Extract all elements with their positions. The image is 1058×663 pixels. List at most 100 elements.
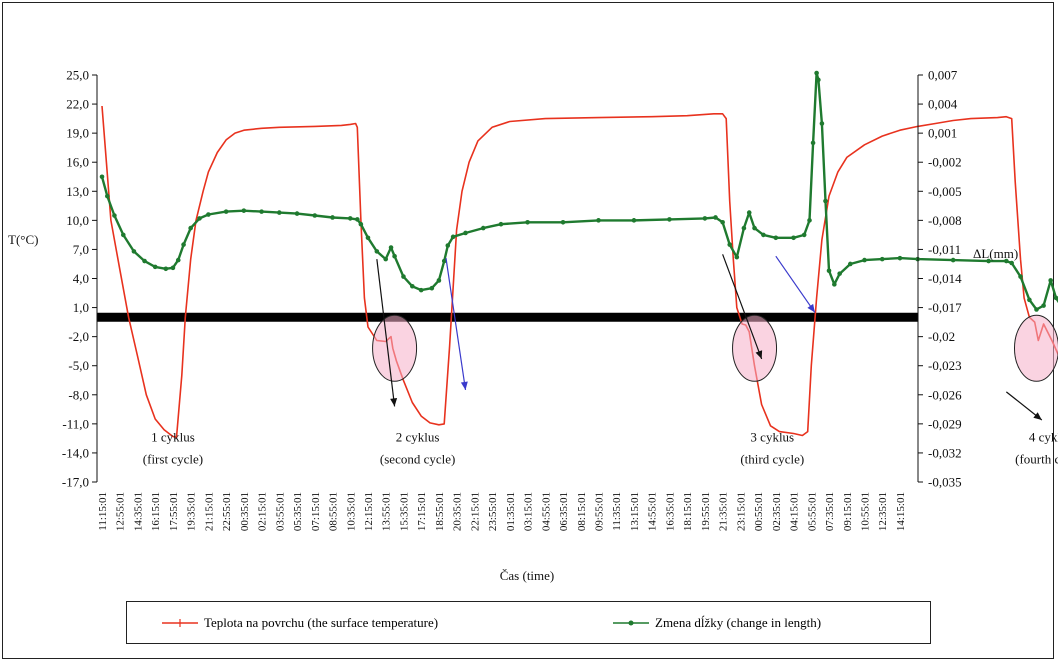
- series-point-length: [819, 121, 825, 126]
- y-right-tick-label: -0,014: [928, 271, 962, 286]
- y-left-tick-label: 22,0: [66, 97, 89, 112]
- series-point-length: [761, 232, 766, 238]
- y-right-tick-label: 0,007: [928, 68, 958, 83]
- cycle-sublabel: (third cycle): [740, 451, 804, 466]
- series-point-length: [847, 261, 853, 267]
- series-point-length: [206, 212, 211, 217]
- y-left-tick-label: 25,0: [66, 68, 89, 83]
- series-point-length: [197, 216, 202, 221]
- cycle-sublabel: (first cycle): [143, 451, 203, 466]
- legend-label-temperature: Teplota na povrchu (the surface temperat…: [204, 615, 439, 630]
- y-right-tick-label: -0,011: [928, 242, 961, 257]
- y-left-tick-label: 19,0: [66, 126, 89, 141]
- x-tick-label: 23:55:01: [487, 492, 499, 531]
- x-tick-label: 13:55:01: [381, 492, 393, 531]
- series-point-length: [1053, 295, 1058, 301]
- x-axis-title: Čas (time): [500, 568, 555, 583]
- x-tick-label: 13:15:01: [629, 492, 641, 531]
- y-left-tick-label: 1,0: [73, 300, 89, 315]
- series-point-length: [188, 225, 193, 231]
- series-point-length: [1041, 303, 1046, 308]
- series-point-length: [720, 219, 725, 225]
- series-point-length: [277, 210, 282, 215]
- series-point-length: [734, 254, 740, 260]
- series-point-length: [294, 211, 300, 216]
- x-tick-label: 18:15:01: [682, 492, 694, 531]
- series-point-length: [429, 285, 435, 291]
- series-point-length: [1034, 307, 1039, 312]
- x-tick-label: 06:35:01: [558, 492, 570, 531]
- series-line-length: [100, 71, 1058, 311]
- annotation-arrow: [722, 254, 763, 360]
- series-point-length: [152, 264, 158, 270]
- series-point-length: [1018, 274, 1023, 279]
- x-tick-label: 12:15:01: [363, 492, 375, 531]
- x-tick-label: 00:35:01: [239, 492, 251, 531]
- series-point-length: [986, 258, 991, 264]
- y-right-tick-label: 0,004: [928, 97, 958, 112]
- series-point-length: [801, 232, 807, 238]
- series-point-length: [950, 257, 956, 263]
- series-point-length: [837, 271, 842, 276]
- legend-item-length: Zmena dĺžky (change in length): [613, 615, 821, 631]
- cycle-label: 4 cyklus: [1029, 429, 1058, 444]
- series-point-length: [418, 287, 424, 293]
- series-point-length: [791, 235, 796, 241]
- series-point-length: [170, 265, 176, 271]
- x-tick-label: 10:55:01: [859, 492, 871, 531]
- y-left-tick-label: 7,0: [73, 242, 89, 257]
- series-point-length: [816, 77, 821, 83]
- x-tick-label: 17:15:01: [416, 492, 428, 531]
- series-point-length: [388, 245, 394, 250]
- x-tick-label: 10:35:01: [345, 492, 357, 531]
- series-point-length: [596, 218, 601, 223]
- legend: Teplota na povrchu (the surface temperat…: [126, 601, 931, 644]
- x-tick-label: 09:55:01: [594, 492, 606, 531]
- cycle-label: 2 cyklus: [396, 429, 440, 444]
- x-tick-label: 08:15:01: [576, 492, 588, 531]
- x-tick-label: 02:15:01: [257, 492, 269, 531]
- series-point-length: [105, 193, 110, 199]
- series-point-length: [826, 268, 832, 274]
- y-right-tick-label: -0,008: [928, 213, 962, 228]
- series-point-length: [807, 218, 812, 223]
- series-point-length: [480, 225, 486, 231]
- chart-annotations: 1 cyklus (first cycle) 2 cyklus (second cyc…: [143, 254, 1058, 466]
- annotation-arrowhead: [807, 303, 815, 313]
- x-tick-label: 21:35:01: [718, 492, 730, 531]
- series-point-length: [330, 215, 335, 220]
- series-point-length: [667, 217, 672, 222]
- y-axis-title-left: T(°C): [8, 232, 38, 247]
- y-right-tick-label: -0,005: [928, 184, 962, 199]
- x-tick-label: 11:35:01: [611, 492, 623, 531]
- series-point-length: [1004, 258, 1009, 264]
- y-left-tick-label: -17,0: [62, 475, 89, 490]
- highlight-circle: [372, 314, 418, 382]
- y-right-tick-label: -0,032: [928, 445, 962, 460]
- series-point-length: [441, 258, 447, 264]
- series-point-length: [241, 208, 247, 213]
- series-point-length: [99, 174, 105, 180]
- y-right-tick-label: -0,026: [928, 387, 962, 402]
- x-tick-label: 14:15:01: [895, 492, 907, 531]
- series-point-length: [120, 232, 126, 238]
- series-point-length: [259, 209, 264, 214]
- series-point-length: [879, 256, 885, 262]
- series-point-length: [112, 213, 117, 218]
- x-tick-label: 19:35:01: [186, 492, 198, 531]
- legend-swatch-length: [613, 620, 649, 626]
- series-point-length: [410, 283, 415, 289]
- highlight-circle: [732, 314, 778, 382]
- series-point-length: [463, 230, 468, 236]
- series-point-length: [525, 219, 530, 225]
- series-point-length: [702, 216, 708, 221]
- y-right-tick-label: -0,002: [928, 155, 962, 170]
- series-point-length: [175, 257, 181, 263]
- y-right-tick-label: -0,035: [928, 475, 962, 490]
- series-point-length: [810, 140, 816, 146]
- annotation-arrow: [376, 259, 396, 407]
- series-point-length: [142, 258, 147, 264]
- x-tick-label: 12:55:01: [115, 492, 127, 531]
- y-left-tick-label: 10,0: [66, 213, 89, 228]
- series-point-length: [862, 257, 867, 263]
